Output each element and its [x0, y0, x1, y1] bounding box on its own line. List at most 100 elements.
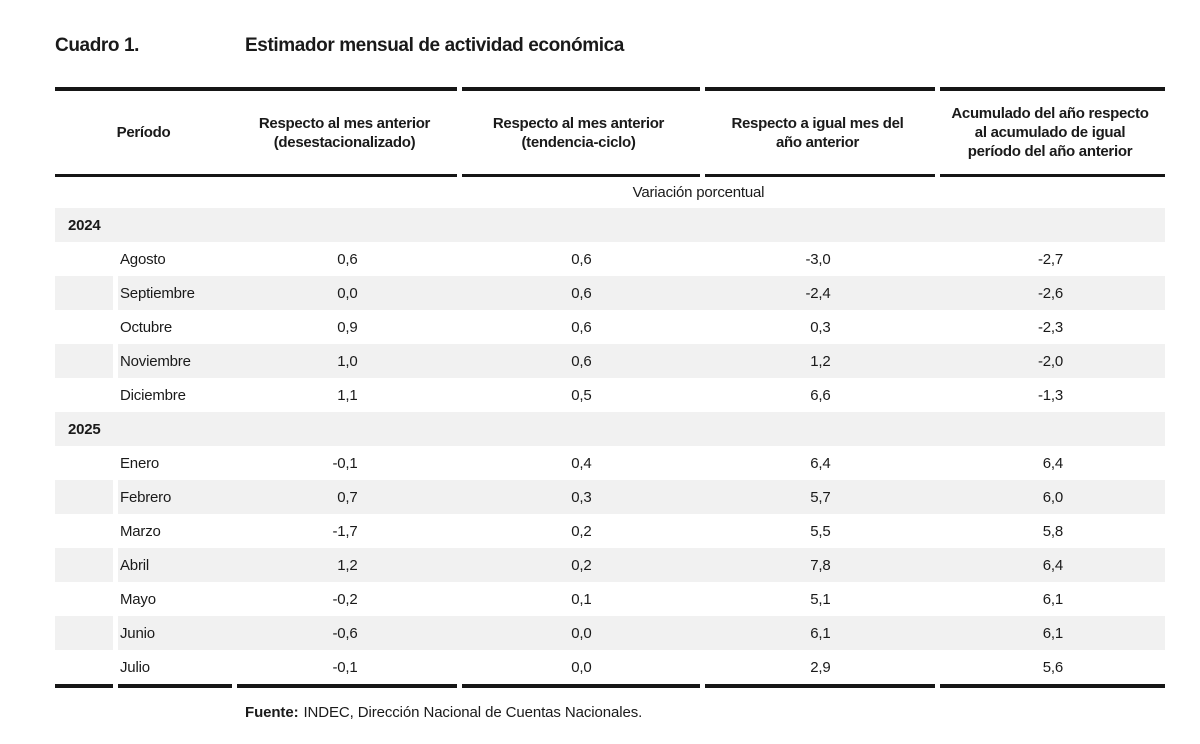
value-cell: 0,6	[457, 310, 700, 344]
value-cell: -2,6	[935, 276, 1165, 310]
value-cell: 1,2	[232, 548, 457, 582]
table-title-bar: Cuadro 1. Estimador mensual de actividad…	[55, 35, 1165, 57]
value-number: 1,0	[337, 352, 358, 370]
value-number: 5,8	[1042, 522, 1063, 540]
value-cell: 6,1	[935, 582, 1165, 616]
value-cell: 6,4	[935, 446, 1165, 480]
value-cell: 0,5	[457, 378, 700, 412]
value-cell: 5,1	[700, 582, 935, 616]
value-cell: -1,3	[935, 378, 1165, 412]
value-cell: 6,4	[700, 446, 935, 480]
value-number: -2,6	[1037, 284, 1063, 302]
period-cell: Julio	[113, 650, 232, 684]
year-label: 2025	[55, 412, 1165, 446]
value-number: 7,8	[810, 556, 831, 574]
period-cell: Junio	[113, 616, 232, 650]
header-row: Período Respecto al mes anterior (desest…	[55, 91, 1165, 174]
value-number: 0,6	[571, 318, 592, 336]
value-cell: 0,0	[457, 650, 700, 684]
value-number: 6,0	[1042, 488, 1063, 506]
table-row: Marzo -1,7 0,2 5,5 5,8	[55, 514, 1165, 548]
year-spacer-cell	[55, 276, 113, 310]
value-cell: -0,2	[232, 582, 457, 616]
value-cell: -2,4	[700, 276, 935, 310]
value-number: -2,0	[1037, 352, 1063, 370]
period-cell: Enero	[113, 446, 232, 480]
value-number: -0,1	[332, 658, 358, 676]
value-number: 0,2	[571, 522, 592, 540]
table-bottom-rule-row	[55, 684, 1165, 688]
column-header-tendencia-ciclo: Respecto al mes anterior (tendencia-cicl…	[492, 114, 665, 151]
header-bottom-rule	[55, 174, 1165, 177]
year-spacer-cell	[55, 480, 113, 514]
value-number: 0,0	[337, 284, 358, 302]
table-body: 2024 Agosto 0,6 0,6 -3,0 -2,7 Septiembre 0,0 0,6…	[55, 208, 1165, 684]
period-cell: Marzo	[113, 514, 232, 548]
period-cell: Septiembre	[113, 276, 232, 310]
table-row: Mayo -0,2 0,1 5,1 6,1	[55, 582, 1165, 616]
value-number: -1,7	[332, 522, 358, 540]
column-header-desestacionalizado: Respecto al mes anterior (desestacionali…	[258, 114, 431, 151]
year-label: 2024	[55, 208, 1165, 242]
value-cell: -2,7	[935, 242, 1165, 276]
value-number: 0,4	[571, 454, 592, 472]
value-cell: -0,6	[232, 616, 457, 650]
table-row: Septiembre 0,0 0,6 -2,4 -2,6	[55, 276, 1165, 310]
value-number: 0,0	[571, 658, 592, 676]
table-bottom-rule	[55, 684, 1165, 688]
value-cell: 0,9	[232, 310, 457, 344]
value-cell: 6,1	[700, 616, 935, 650]
value-cell: -0,1	[232, 446, 457, 480]
value-cell: 0,0	[457, 616, 700, 650]
table-top-rule-row	[55, 87, 1165, 91]
value-number: 0,3	[571, 488, 592, 506]
year-spacer-cell	[55, 310, 113, 344]
year-spacer-cell	[55, 616, 113, 650]
value-number: 6,1	[1042, 624, 1063, 642]
value-cell: -2,3	[935, 310, 1165, 344]
value-cell: 0,1	[457, 582, 700, 616]
value-number: 5,7	[810, 488, 831, 506]
value-cell: 0,2	[457, 548, 700, 582]
unit-row-spacer	[55, 177, 232, 208]
period-cell: Agosto	[113, 242, 232, 276]
column-header-acumulado: Acumulado del año respecto al acumulado …	[951, 105, 1149, 160]
value-number: -1,3	[1037, 386, 1063, 404]
value-cell: -0,1	[232, 650, 457, 684]
value-number: -3,0	[805, 250, 831, 268]
table-row: Julio -0,1 0,0 2,9 5,6	[55, 650, 1165, 684]
value-number: 0,3	[810, 318, 831, 336]
value-cell: 0,6	[457, 344, 700, 378]
year-spacer-cell	[55, 548, 113, 582]
value-number: 0,6	[571, 352, 592, 370]
header-bottom-rule-row	[55, 174, 1165, 177]
period-cell: Diciembre	[113, 378, 232, 412]
value-number: 1,2	[810, 352, 831, 370]
value-cell: -3,0	[700, 242, 935, 276]
value-cell: 6,4	[935, 548, 1165, 582]
table-number: Cuadro 1.	[55, 35, 140, 56]
value-cell: 6,6	[700, 378, 935, 412]
value-cell: 0,3	[457, 480, 700, 514]
value-number: 5,1	[810, 590, 831, 608]
period-cell: Abril	[113, 548, 232, 582]
value-number: -2,7	[1037, 250, 1063, 268]
value-cell: 0,2	[457, 514, 700, 548]
table-row: Noviembre 1,0 0,6 1,2 -2,0	[55, 344, 1165, 378]
year-spacer-cell	[55, 378, 113, 412]
value-cell: 5,8	[935, 514, 1165, 548]
value-number: 0,9	[337, 318, 358, 336]
value-cell: 2,9	[700, 650, 935, 684]
value-cell: 0,4	[457, 446, 700, 480]
year-row: 2024	[55, 208, 1165, 242]
value-number: 0,2	[571, 556, 592, 574]
value-cell: 5,5	[700, 514, 935, 548]
year-spacer-cell	[55, 344, 113, 378]
value-cell: 5,7	[700, 480, 935, 514]
value-cell: -1,7	[232, 514, 457, 548]
value-number: 5,6	[1042, 658, 1063, 676]
value-number: 0,6	[571, 284, 592, 302]
value-number: 0,6	[337, 250, 358, 268]
unit-row: Variación porcentual	[55, 177, 1165, 208]
emae-table: Período Respecto al mes anterior (desest…	[55, 87, 1165, 688]
